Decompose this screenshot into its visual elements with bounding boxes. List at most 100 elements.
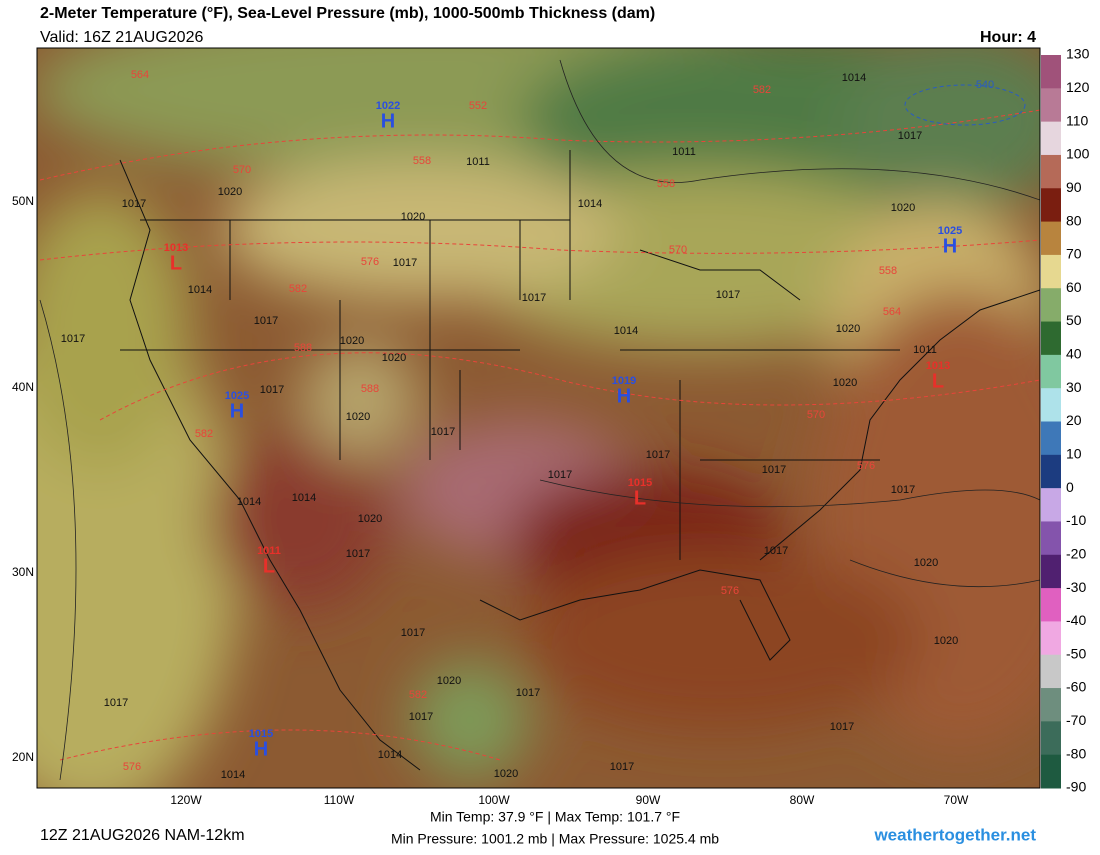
isobar-label: 1020: [891, 202, 915, 214]
pressure-center-value: 1019: [612, 375, 636, 387]
isobar-label: 1017: [260, 384, 284, 396]
isobar-label: 1014: [188, 284, 212, 296]
colorbar-label: -10: [1066, 512, 1086, 528]
isobar-label: 1020: [437, 675, 461, 687]
isobar-label: 1017: [762, 464, 786, 476]
longitude-label: 100W: [478, 793, 510, 807]
colorbar-label: -50: [1066, 645, 1086, 661]
pressure-center-letter: L: [932, 370, 944, 392]
isobar-label: 1011: [913, 344, 937, 356]
colorbar-label: 100: [1066, 146, 1090, 162]
colorbar-label: 110: [1066, 112, 1089, 128]
site-name: weathertogether.net: [873, 825, 1036, 844]
isobar-label: 1011: [466, 156, 490, 168]
thickness-label: 552: [469, 100, 487, 112]
colorbar-segment: [1041, 521, 1061, 556]
isobar-label: 1020: [346, 411, 370, 423]
isobar-label: 1011: [672, 146, 696, 158]
colorbar-segment: [1041, 154, 1061, 189]
isobar-label: 1017: [61, 333, 85, 345]
colorbar-label: 70: [1066, 246, 1082, 262]
colorbar-label: -30: [1066, 579, 1086, 595]
pressure-center-value: 1015: [628, 477, 652, 489]
colorbar-segment: [1041, 554, 1061, 589]
isobar-label: 1014: [842, 72, 866, 84]
longitude-label: 70W: [944, 793, 969, 807]
colorbar-segment: [1041, 688, 1061, 722]
pressure-center-letter: H: [254, 738, 268, 760]
colorbar-segment: [1041, 488, 1061, 522]
thickness-label: 582: [409, 689, 427, 701]
colorbar-label: -60: [1066, 679, 1086, 695]
thickness-label: 588: [294, 342, 312, 354]
colorbar-segment: [1041, 321, 1061, 356]
isobar-label: 1017: [431, 426, 455, 438]
pressure-center-value: 1013: [164, 242, 188, 254]
thickness-label: 564: [883, 306, 901, 318]
colorbar-segment: [1041, 354, 1061, 389]
thickness-label: 558: [413, 155, 431, 167]
isobar-label: 1020: [914, 557, 938, 569]
isobar-label: 1017: [548, 469, 572, 481]
forecast-hour: Hour: 4: [980, 29, 1036, 46]
isobar-label: 1017: [522, 292, 546, 304]
thickness-label: 576: [721, 585, 739, 597]
colorbar-segment: [1041, 188, 1061, 223]
map-background: [37, 48, 1040, 788]
isobar-label: 1020: [340, 335, 364, 347]
isobar-label: 1014: [578, 198, 602, 210]
longitude-label: 80W: [790, 793, 815, 807]
colorbar-segment: [1041, 221, 1061, 256]
temperature-range: Min Temp: 37.9 °F | Max Temp: 101.7 °F: [430, 809, 680, 825]
colorbar-segment: [1041, 254, 1061, 289]
thickness-label: 540: [976, 79, 994, 91]
thickness-label: 570: [807, 409, 825, 421]
colorbar-label: 60: [1066, 279, 1082, 295]
isobar-label: 1017: [254, 315, 278, 327]
isobar-label: 1020: [401, 211, 425, 223]
colorbar-label: 20: [1066, 412, 1082, 428]
isobar-label: 1020: [494, 768, 518, 780]
pressure-center-letter: L: [170, 252, 182, 274]
colorbar-segment: [1041, 754, 1061, 789]
pressure-center-value: 1013: [926, 360, 950, 372]
isobar-label: 1017: [716, 289, 740, 301]
colorbar-label: 80: [1066, 212, 1082, 228]
isobar-label: 1017: [830, 721, 854, 733]
model-run: 12Z 21AUG2026 NAM-12km: [40, 827, 245, 844]
colorbar-segment: [1041, 654, 1061, 689]
pressure-center-letter: L: [634, 487, 646, 509]
pressure-center-letter: H: [381, 110, 395, 132]
thickness-label: 564: [131, 69, 149, 81]
longitude-label: 120W: [170, 793, 202, 807]
latitude-label: 40N: [12, 380, 34, 394]
colorbar-label: 40: [1066, 346, 1082, 362]
latitude-label: 50N: [12, 194, 34, 208]
colorbar-label: -70: [1066, 712, 1086, 728]
isobar-label: 1017: [104, 697, 128, 709]
colorbar-label: 50: [1066, 312, 1082, 328]
isobar-label: 1020: [382, 352, 406, 364]
thickness-label: 558: [879, 265, 897, 277]
thickness-label: 576: [361, 256, 379, 268]
thickness-label: 558: [657, 178, 675, 190]
map-frame: [36, 47, 1041, 789]
colorbar-label: 120: [1066, 79, 1090, 95]
pressure-range: Min Pressure: 1001.2 mb | Max Pressure: …: [391, 831, 719, 847]
isobar-label: 1017: [409, 711, 433, 723]
colorbar-segment: [1041, 388, 1061, 422]
colorbar-label: -20: [1066, 545, 1086, 561]
colorbar-label: -40: [1066, 612, 1086, 628]
colorbar-segment: [1041, 721, 1061, 756]
isobar-label: 1020: [836, 323, 860, 335]
latitude-label: 20N: [12, 750, 34, 764]
isobar-label: 1020: [833, 377, 857, 389]
isobar-label: 1020: [934, 635, 958, 647]
latitude-label: 30N: [12, 565, 34, 579]
isobar-label: 1017: [646, 449, 670, 461]
colorbar-label: 10: [1066, 446, 1082, 462]
pressure-center-value: 1011: [257, 545, 281, 557]
valid-time: Valid: 16Z 21AUG2026: [40, 29, 203, 46]
isobar-label: 1017: [891, 484, 915, 496]
